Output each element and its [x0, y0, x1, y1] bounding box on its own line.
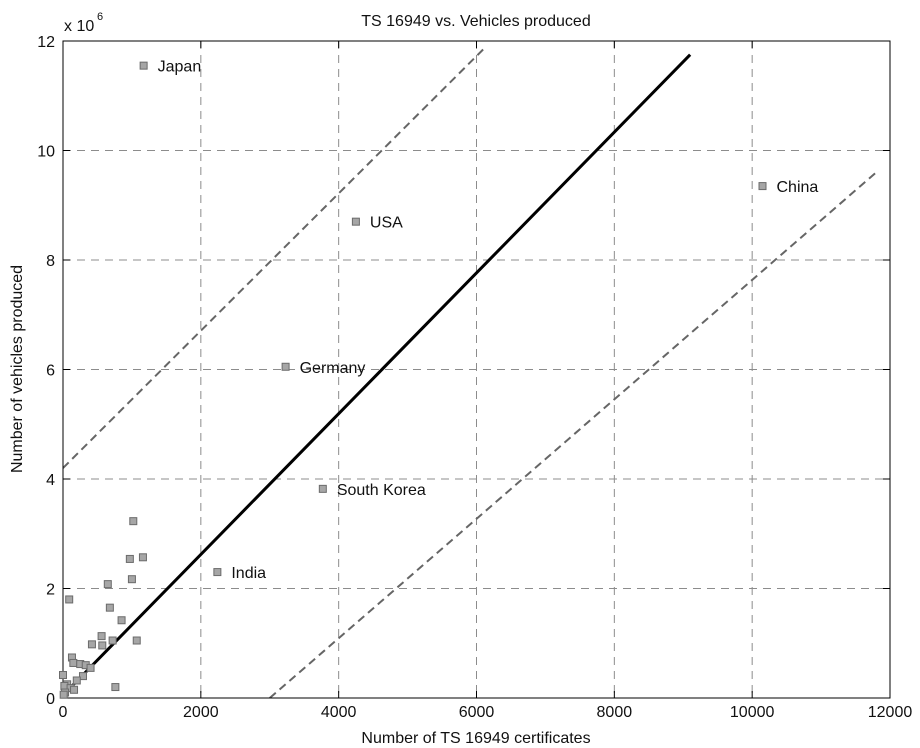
y-tick-label: 0	[46, 691, 55, 708]
y-tick-label: 6	[46, 363, 55, 380]
data-point	[69, 658, 78, 667]
data-point	[132, 636, 141, 645]
data-points	[59, 517, 147, 699]
data-point	[65, 595, 74, 604]
labeled-data-point	[351, 217, 360, 226]
y-axis-title: Number of vehicles produced	[9, 265, 26, 473]
data-point	[138, 553, 147, 562]
y-tick-label: 4	[46, 472, 55, 489]
labeled-points: Japan China USA Germany South Korea India	[139, 59, 819, 582]
y-axis-ticks: 0 2 4 6 8 10 12	[37, 34, 890, 708]
y-axis-multiplier-exponent: 6	[97, 11, 103, 23]
y-tick-label: 2	[46, 582, 55, 599]
data-point	[129, 517, 138, 526]
data-point	[59, 690, 68, 699]
y-axis-multiplier-base: x 10	[64, 18, 94, 35]
data-point	[72, 676, 81, 685]
data-point	[103, 580, 112, 589]
x-tick-label: 6000	[459, 704, 495, 721]
point-label: China	[777, 179, 819, 196]
data-point	[59, 671, 67, 680]
data-point	[127, 575, 136, 584]
data-point	[87, 640, 96, 649]
data-point	[111, 683, 120, 692]
point-label: USA	[370, 215, 403, 232]
fit-line-group	[61, 53, 692, 697]
data-point	[105, 603, 114, 612]
x-axis-title: Number of TS 16949 certificates	[361, 730, 590, 747]
labeled-data-point	[318, 484, 327, 493]
data-point	[86, 663, 95, 672]
x-tick-label: 0	[59, 704, 68, 721]
data-point	[70, 685, 79, 694]
y-axis-multiplier: x 10 6	[64, 11, 103, 35]
x-axis-ticks: 0 2000 4000 6000 8000 10000 12000	[59, 41, 913, 721]
x-tick-label: 4000	[321, 704, 357, 721]
data-point	[97, 632, 106, 641]
prediction-bounds	[63, 48, 877, 698]
y-tick-label: 10	[37, 144, 55, 161]
chart-title: TS 16949 vs. Vehicles produced	[361, 13, 590, 30]
data-point	[98, 641, 107, 650]
prediction-bound-line	[63, 48, 485, 469]
labeled-data-point	[281, 362, 290, 371]
y-tick-label: 8	[46, 253, 55, 270]
x-tick-label: 12000	[868, 704, 913, 721]
data-point	[125, 554, 134, 563]
labeled-data-point	[213, 568, 222, 577]
x-tick-label: 2000	[183, 704, 219, 721]
point-label: Japan	[158, 59, 202, 76]
data-point	[78, 672, 87, 681]
gridlines	[63, 41, 890, 698]
point-label: South Korea	[337, 482, 426, 499]
labeled-data-point	[139, 61, 148, 70]
labeled-data-point	[758, 182, 767, 191]
data-point	[108, 636, 117, 645]
prediction-bound-line	[269, 171, 877, 698]
data-point	[117, 616, 126, 625]
x-tick-label: 10000	[730, 704, 775, 721]
point-label: India	[231, 565, 266, 582]
fit-line	[61, 53, 692, 697]
x-tick-label: 8000	[597, 704, 633, 721]
point-label: Germany	[300, 360, 366, 377]
y-tick-label: 12	[37, 34, 55, 51]
